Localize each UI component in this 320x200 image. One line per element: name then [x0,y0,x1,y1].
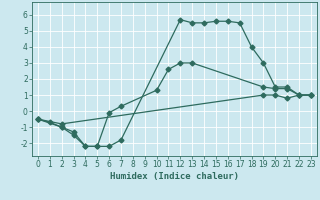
X-axis label: Humidex (Indice chaleur): Humidex (Indice chaleur) [110,172,239,181]
